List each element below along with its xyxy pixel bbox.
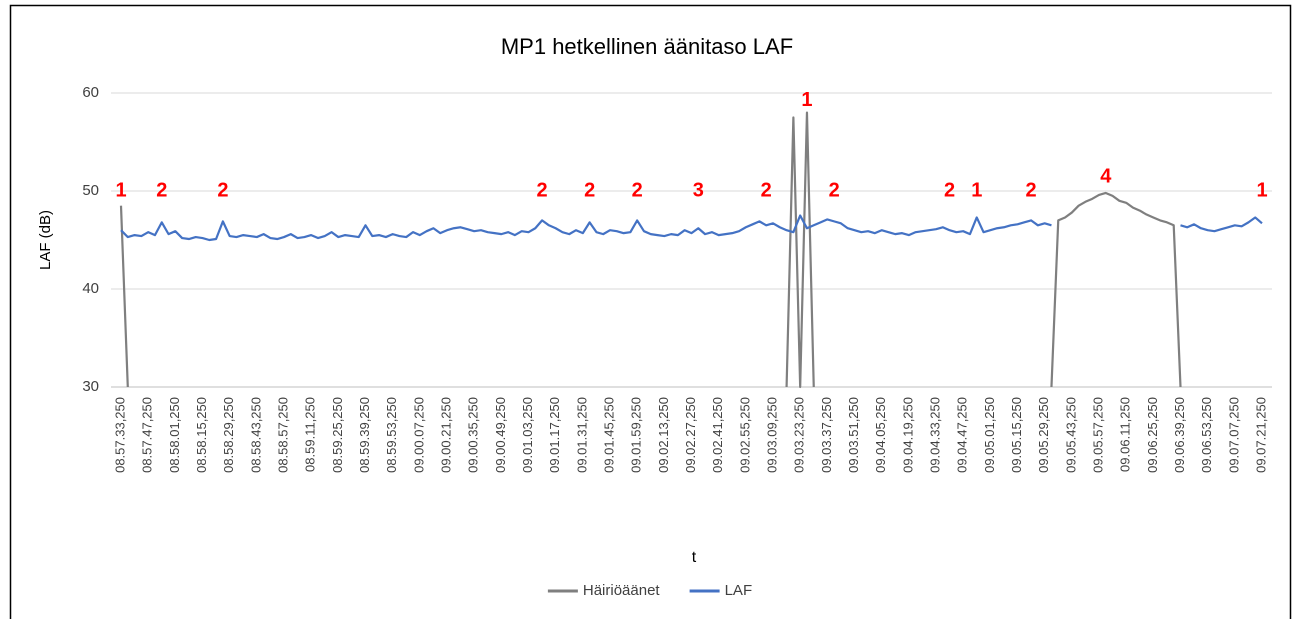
- x-tick-label: 09.07.07,250: [1226, 397, 1241, 473]
- y-tick-label: 60: [82, 84, 99, 101]
- x-tick-label: 09.03.23,250: [792, 397, 807, 473]
- x-tick-label: 09.06.25,250: [1145, 397, 1160, 473]
- y-axis-title: LAF (dB): [37, 210, 54, 270]
- y-tick-label: 40: [82, 280, 99, 297]
- annotation: 2: [537, 179, 548, 201]
- x-tick-label: 08.59.11,250: [303, 397, 318, 472]
- x-tick-label: 08.58.43,250: [248, 397, 263, 473]
- x-tick-label: 08.58.01,250: [167, 397, 182, 473]
- x-tick-label: 08.59.39,250: [357, 397, 372, 473]
- x-tick-label: 09.01.59,250: [629, 397, 644, 473]
- x-tick-label: 09.02.41,250: [710, 397, 725, 473]
- annotation: 2: [944, 179, 955, 201]
- annotation: 2: [156, 179, 167, 201]
- x-tick-label: 09.00.21,250: [438, 397, 453, 473]
- x-tick-label: 08.59.25,250: [330, 397, 345, 473]
- x-tick-label: 09.01.03,250: [520, 397, 535, 473]
- chart-border: [9, 4, 1292, 619]
- series-line: [119, 111, 1182, 389]
- annotation: 1: [1256, 179, 1267, 201]
- x-tick-label: 09.01.31,250: [574, 397, 589, 473]
- x-tick-label: 09.00.35,250: [466, 397, 481, 473]
- annotation: 2: [829, 179, 840, 201]
- x-tick-label: 09.06.11,250: [1118, 397, 1133, 472]
- x-tick-label: 09.05.43,250: [1063, 397, 1078, 473]
- annotation: 1: [971, 179, 982, 201]
- y-tick-label: 50: [82, 182, 99, 199]
- annotation: 2: [1026, 179, 1037, 201]
- series-line: [120, 214, 1263, 242]
- x-tick-label: 09.05.29,250: [1036, 397, 1051, 473]
- x-tick-label: 09.04.33,250: [927, 397, 942, 473]
- y-tick-label: 30: [82, 378, 99, 395]
- x-tick-label: 09.03.09,250: [764, 397, 779, 473]
- annotation: 3: [693, 179, 704, 201]
- x-tick-label: 09.07.21,250: [1253, 397, 1268, 473]
- annotation: 1: [801, 89, 812, 111]
- x-tick-label: 09.01.45,250: [601, 397, 616, 473]
- x-tick-label: 08.57.47,250: [140, 397, 155, 473]
- x-tick-label: 09.04.05,250: [873, 397, 888, 473]
- x-tick-label: 09.03.37,250: [819, 397, 834, 473]
- x-tick-label: 09.01.17,250: [547, 397, 562, 473]
- x-tick-label: 09.00.49,250: [493, 397, 508, 473]
- x-tick-label: 09.02.27,250: [683, 397, 698, 473]
- annotation: 1: [115, 179, 126, 201]
- annotation: 2: [584, 179, 595, 201]
- x-tick-label: 09.02.13,250: [656, 397, 671, 473]
- x-tick-label: 09.03.51,250: [846, 397, 861, 473]
- chart-title: MP1 hetkellinen äänitaso LAF: [501, 34, 793, 59]
- x-tick-label: 08.58.57,250: [275, 397, 290, 473]
- x-tick-label: 08.58.15,250: [194, 397, 209, 473]
- x-tick-label: 09.04.47,250: [955, 397, 970, 473]
- x-tick-label: 09.06.39,250: [1172, 397, 1187, 473]
- x-tick-label: 08.59.53,250: [384, 397, 399, 473]
- x-tick-label: 09.06.53,250: [1199, 397, 1214, 473]
- x-tick-label: 08.58.29,250: [221, 397, 236, 473]
- x-axis-title: t: [692, 549, 697, 566]
- legend-label: Häiriöäänet: [583, 582, 661, 599]
- legend-label: LAF: [725, 582, 753, 599]
- x-tick-label: 08.57.33,250: [112, 397, 127, 473]
- annotation: 2: [217, 179, 228, 201]
- x-tick-label: 09.05.01,250: [982, 397, 997, 473]
- x-tick-label: 09.02.55,250: [737, 397, 752, 473]
- x-tick-label: 09.00.07,250: [411, 397, 426, 473]
- x-tick-label: 09.05.15,250: [1009, 397, 1024, 473]
- annotation: 2: [632, 179, 643, 201]
- x-tick-label: 09.05.57,250: [1090, 397, 1105, 473]
- x-tick-label: 09.04.19,250: [900, 397, 915, 473]
- annotation: 4: [1100, 166, 1112, 188]
- annotation: 2: [761, 179, 772, 201]
